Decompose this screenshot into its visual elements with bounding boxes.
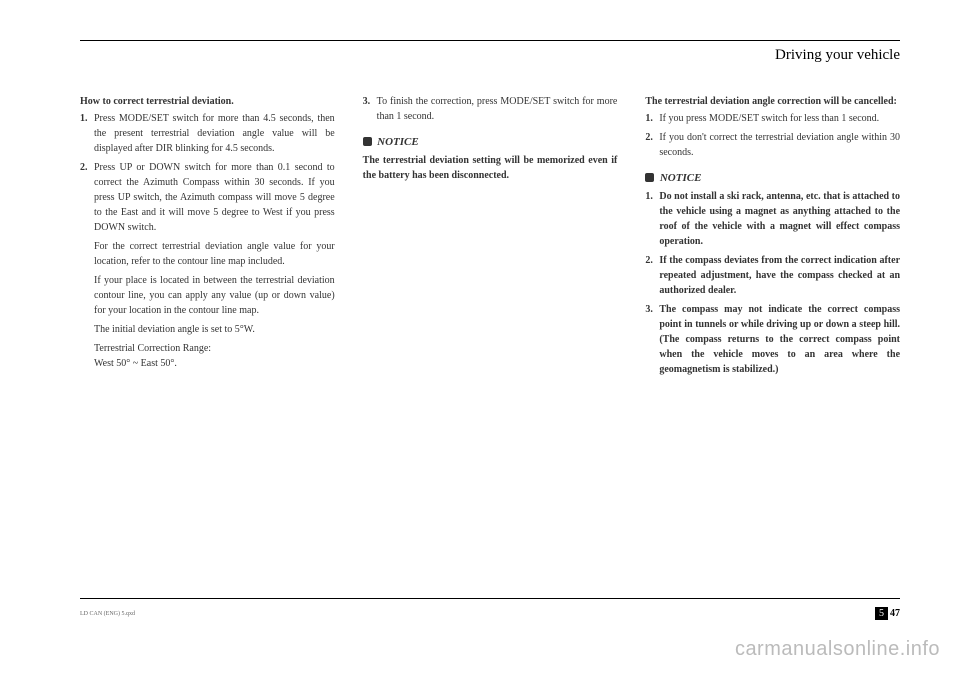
page-number: 547 (875, 608, 900, 619)
col3-item2: 2. If you don't correct the terrestrial … (645, 130, 900, 160)
col3-n3: 3. The compass may not indicate the corr… (645, 302, 900, 377)
num-label: 3. (363, 94, 377, 124)
col3-n1: 1. Do not install a ski rack, antenna, e… (645, 189, 900, 249)
page-num: 47 (890, 608, 900, 619)
watermark: carmanualsonline.info (735, 638, 940, 661)
footer-code: LD CAN (ENG) 5.qxd (80, 611, 135, 617)
notice-icon (363, 137, 372, 146)
item-text: Press UP or DOWN switch for more than 0.… (94, 160, 335, 235)
num-label: 2. (645, 130, 659, 160)
chapter-number: 5 (875, 607, 888, 620)
column-2: 3. To finish the correction, press MODE/… (363, 94, 618, 381)
notice-label: NOTICE (377, 136, 419, 148)
item-text: Press MODE/SET switch for more than 4.5 … (94, 111, 335, 156)
item-text: To finish the correction, press MODE/SET… (377, 94, 618, 124)
col1-sub3: The initial deviation angle is set to 5°… (94, 322, 335, 337)
col1-sub1: For the correct terrestrial deviation an… (94, 239, 335, 269)
header-title: Driving your vehicle (80, 47, 900, 64)
col1-heading: How to correct terrestrial deviation. (80, 94, 335, 109)
range-value: West 50° ~ East 50°. (94, 358, 177, 369)
num-label: 1. (645, 189, 659, 249)
item-text: If the compass deviates from the correct… (659, 253, 900, 298)
num-label: 1. (645, 111, 659, 126)
col2-notice-body: The terrestrial deviation setting will b… (363, 153, 618, 183)
col1-sub4: Terrestrial Correction Range: West 50° ~… (94, 341, 335, 371)
num-label: 1. (80, 111, 94, 156)
range-label: Terrestrial Correction Range: (94, 343, 211, 354)
col1-item1: 1. Press MODE/SET switch for more than 4… (80, 111, 335, 156)
item-text: Do not install a ski rack, antenna, etc.… (659, 189, 900, 249)
content-columns: How to correct terrestrial deviation. 1.… (80, 94, 900, 381)
col2-notice-header: NOTICE (363, 134, 618, 151)
column-3: The terrestrial deviation angle correcti… (645, 94, 900, 381)
item-text: The compass may not indicate the correct… (659, 302, 900, 377)
col3-notice-body: 1. Do not install a ski rack, antenna, e… (645, 189, 900, 377)
col3-notice-header: NOTICE (645, 170, 900, 187)
item-text: If you press MODE/SET switch for less th… (659, 111, 900, 126)
col1-item2: 2. Press UP or DOWN switch for more than… (80, 160, 335, 235)
num-label: 3. (645, 302, 659, 377)
num-label: 2. (80, 160, 94, 235)
page: Driving your vehicle How to correct terr… (0, 0, 960, 679)
header-rule (80, 40, 900, 41)
col3-n2: 2. If the compass deviates from the corr… (645, 253, 900, 298)
col1-sub2: If your place is located in between the … (94, 273, 335, 318)
num-label: 2. (645, 253, 659, 298)
footer-rule (80, 598, 900, 599)
col3-heading: The terrestrial deviation angle correcti… (645, 94, 900, 109)
notice-icon (645, 173, 654, 182)
item-text: If you don't correct the terrestrial dev… (659, 130, 900, 160)
notice-label: NOTICE (660, 172, 702, 184)
col3-item1: 1. If you press MODE/SET switch for less… (645, 111, 900, 126)
column-1: How to correct terrestrial deviation. 1.… (80, 94, 335, 381)
col2-item3: 3. To finish the correction, press MODE/… (363, 94, 618, 124)
